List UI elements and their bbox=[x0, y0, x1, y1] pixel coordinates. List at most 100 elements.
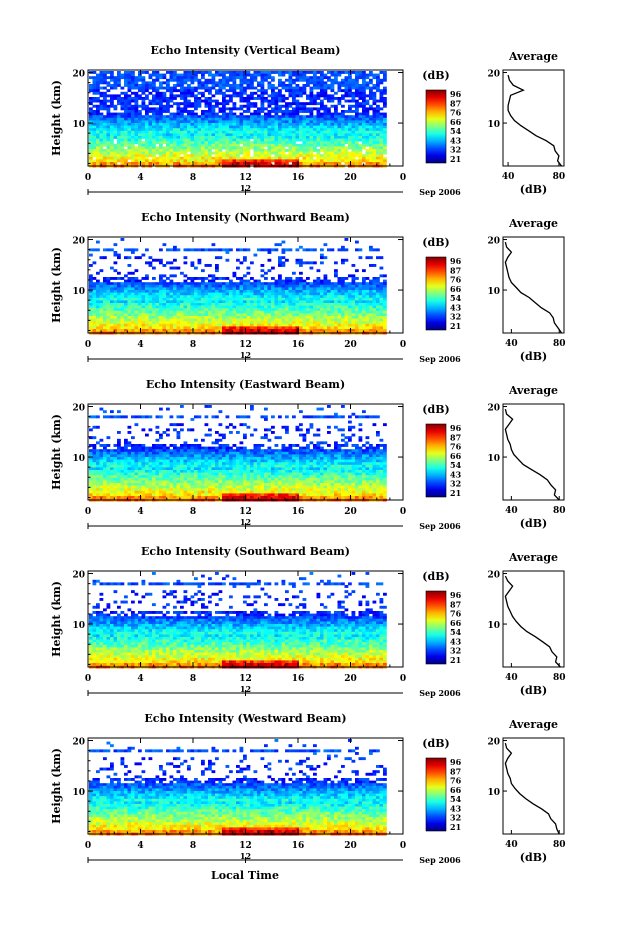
colorbar-tick-label: 87 bbox=[450, 432, 461, 442]
colorbar-tick-label: 32 bbox=[450, 145, 461, 155]
colorbar-tick-label: 76 bbox=[450, 609, 462, 619]
x-tick-label: 16 bbox=[292, 841, 305, 851]
heatmap-field bbox=[89, 71, 387, 168]
x-tick-label: 0 bbox=[85, 507, 91, 517]
avg-x-tick-label: 80 bbox=[553, 840, 566, 850]
colorbar bbox=[425, 590, 447, 665]
average-title: Average bbox=[508, 551, 558, 564]
x-tick-label: 12 bbox=[239, 340, 252, 350]
x-tick-label: 20 bbox=[344, 674, 357, 684]
x-tick-label: 12 bbox=[239, 173, 252, 183]
panel-1: Echo Intensity (Vertical Beam) 0 4 8 12 16 20 0… bbox=[50, 44, 565, 197]
x-tick-label: 8 bbox=[190, 507, 196, 517]
average-x-label: (dB) bbox=[520, 350, 547, 363]
x-tick-label: 16 bbox=[292, 507, 305, 517]
avg-y-tick-label: 10 bbox=[487, 120, 500, 130]
heatmap-field bbox=[89, 238, 387, 335]
colorbar-tick-label: 21 bbox=[450, 321, 461, 331]
avg-x-tick-label: 80 bbox=[553, 673, 566, 683]
colorbar-tick-label: 21 bbox=[450, 488, 461, 498]
avg-x-tick-label: 40 bbox=[505, 339, 518, 349]
heatmap-field bbox=[89, 572, 387, 669]
x-tick-label: 0 bbox=[85, 841, 91, 851]
average-profile-line bbox=[504, 575, 561, 668]
colorbar-tick-label: 43 bbox=[450, 135, 462, 145]
colorbar-tick-label: 87 bbox=[450, 98, 461, 108]
colorbar-tick-label: 87 bbox=[450, 599, 461, 609]
date-tick-label: 12 bbox=[240, 183, 251, 193]
date-label: Sep 2006 bbox=[419, 855, 461, 865]
average-profile-line bbox=[504, 241, 563, 334]
x-tick-label: 4 bbox=[137, 340, 143, 350]
avg-y-tick-label: 10 bbox=[487, 454, 500, 464]
colorbar-tick-label: 66 bbox=[450, 618, 462, 628]
average-frame bbox=[502, 570, 565, 668]
colorbar-tick-label: 66 bbox=[450, 451, 462, 461]
average-x-label: (dB) bbox=[520, 851, 547, 864]
y-tick-label: 10 bbox=[72, 454, 85, 464]
panel-title: Echo Intensity (Westward Beam) bbox=[144, 712, 346, 725]
x-tick-label: 12 bbox=[239, 674, 252, 684]
average-x-label: (dB) bbox=[520, 183, 547, 196]
colorbar-tick-label: 43 bbox=[450, 469, 462, 479]
avg-y-tick-label: 20 bbox=[487, 571, 500, 581]
date-tick-label: 12 bbox=[240, 851, 251, 861]
panel-title: Echo Intensity (Southward Beam) bbox=[141, 545, 350, 558]
colorbar-unit: (dB) bbox=[422, 403, 449, 416]
y-tick-label: 20 bbox=[72, 404, 85, 414]
colorbar-tick-label: 54 bbox=[450, 126, 462, 136]
y-tick-label: 10 bbox=[72, 621, 85, 631]
average-profile-line bbox=[507, 74, 563, 167]
colorbar-tick-label: 76 bbox=[450, 275, 462, 285]
colorbar-tick-label: 96 bbox=[450, 590, 462, 600]
colorbar-tick-label: 96 bbox=[450, 757, 462, 767]
colorbar-tick-label: 96 bbox=[450, 256, 462, 266]
x-tick-label: 8 bbox=[190, 674, 196, 684]
y-axis-label: Height (km) bbox=[50, 247, 63, 323]
x-tick-label: 0 bbox=[400, 173, 406, 183]
date-tick-label: 12 bbox=[240, 517, 251, 527]
panel-title: Echo Intensity (Northward Beam) bbox=[141, 211, 350, 224]
panel-2: Echo Intensity (Northward Beam) 0 4 8 12 16 20… bbox=[50, 211, 565, 364]
avg-x-tick-label: 40 bbox=[505, 506, 518, 516]
avg-y-tick-label: 10 bbox=[487, 621, 500, 631]
y-tick-label: 10 bbox=[72, 120, 85, 130]
colorbar-tick-label: 96 bbox=[450, 89, 462, 99]
date-label: Sep 2006 bbox=[419, 354, 461, 364]
date-label: Sep 2006 bbox=[419, 688, 461, 698]
x-tick-label: 20 bbox=[344, 340, 357, 350]
y-axis-label: Height (km) bbox=[50, 80, 63, 156]
x-tick-label: 12 bbox=[239, 841, 252, 851]
colorbar-tick-label: 66 bbox=[450, 117, 462, 127]
avg-y-tick-label: 20 bbox=[487, 738, 500, 748]
average-x-label: (dB) bbox=[520, 684, 547, 697]
colorbar-tick-label: 43 bbox=[450, 636, 462, 646]
x-tick-label: 0 bbox=[400, 841, 406, 851]
x-tick-label: 0 bbox=[85, 340, 91, 350]
date-tick-label: 12 bbox=[240, 684, 251, 694]
x-tick-label: 16 bbox=[292, 173, 305, 183]
colorbar-tick-label: 87 bbox=[450, 766, 461, 776]
x-tick-label: 4 bbox=[137, 674, 143, 684]
x-tick-label: 0 bbox=[400, 674, 406, 684]
average-profile-line bbox=[504, 742, 560, 835]
avg-x-tick-label: 40 bbox=[505, 673, 518, 683]
colorbar-unit: (dB) bbox=[422, 737, 449, 750]
colorbar-unit: (dB) bbox=[422, 570, 449, 583]
colorbar-tick-label: 76 bbox=[450, 776, 462, 786]
panel-title: Echo Intensity (Vertical Beam) bbox=[150, 44, 340, 57]
colorbar bbox=[425, 89, 447, 164]
x-tick-label: 20 bbox=[344, 173, 357, 183]
avg-x-tick-label: 80 bbox=[553, 172, 566, 182]
x-tick-label: 0 bbox=[400, 507, 406, 517]
panel-4: Echo Intensity (Southward Beam) 0 4 8 12 16 20… bbox=[50, 545, 565, 698]
date-label: Sep 2006 bbox=[419, 521, 461, 531]
avg-y-tick-label: 20 bbox=[487, 404, 500, 414]
colorbar-tick-label: 66 bbox=[450, 284, 462, 294]
colorbar-unit: (dB) bbox=[422, 69, 449, 82]
colorbar-tick-label: 21 bbox=[450, 655, 461, 665]
avg-x-tick-label: 40 bbox=[505, 840, 518, 850]
average-profile-line bbox=[504, 408, 560, 501]
x-tick-label: 4 bbox=[137, 507, 143, 517]
